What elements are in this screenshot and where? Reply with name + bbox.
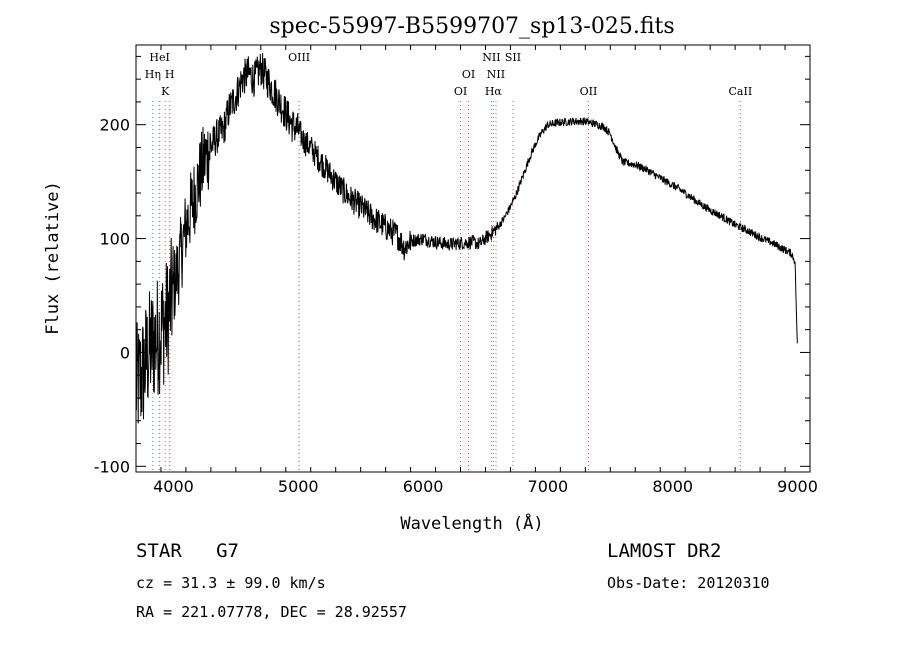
line-marker-label: H: [165, 68, 175, 81]
x-tick-label: 4000: [153, 477, 194, 496]
plot-frame: [135, 44, 811, 473]
y-tick-label: -100: [94, 457, 130, 476]
obs-date-label: Obs-Date: 20120310: [607, 574, 770, 592]
chart-title: spec-55997-B5599707_sp13-025.fits: [269, 14, 674, 39]
line-marker-label: NII: [482, 51, 500, 64]
y-axis-label: Flux (relative): [43, 181, 63, 335]
x-tick-label: 9000: [777, 477, 818, 496]
line-marker-label: OI: [454, 85, 467, 98]
x-tick-label: 5000: [278, 477, 319, 496]
y-tick-label: 200: [99, 116, 130, 135]
line-markers: HeI Hη HK OIII OI OI NII NII Hα SII OII CaII: [145, 51, 752, 472]
line-marker-label: Hα: [485, 85, 503, 98]
coords-label: RA = 221.07778, DEC = 28.92557: [136, 603, 407, 621]
axis-ticks: 4000 5000 6000 7000 8000 9000 -100 0 100 200: [94, 45, 818, 496]
class-label: STAR: [136, 540, 182, 562]
subclass-label: G7: [216, 540, 239, 562]
x-tick-label: 8000: [652, 477, 693, 496]
cz-label: cz = 31.3 ± 99.0 km/s: [136, 574, 326, 592]
line-marker-label: Hη: [145, 68, 161, 81]
survey-label: LAMOST DR2: [607, 540, 722, 562]
line-marker-label: OIII: [288, 51, 310, 64]
y-tick-label: 100: [99, 230, 130, 249]
x-tick-label: 6000: [403, 477, 444, 496]
line-marker-label: NII: [487, 68, 505, 81]
line-marker-label: K: [161, 85, 170, 98]
line-marker-label: HeI: [149, 51, 169, 64]
line-marker-label: CaII: [729, 85, 753, 98]
line-marker-label: OI: [462, 68, 475, 81]
x-axis-label: Wavelength (Å): [400, 512, 543, 534]
y-tick-label: 0: [120, 343, 130, 362]
line-marker-label: OII: [580, 85, 598, 98]
x-tick-label: 7000: [528, 477, 569, 496]
line-marker-label: SII: [505, 51, 521, 64]
spectrum-line: [135, 52, 798, 424]
object-class: STAR G7: [136, 540, 239, 562]
